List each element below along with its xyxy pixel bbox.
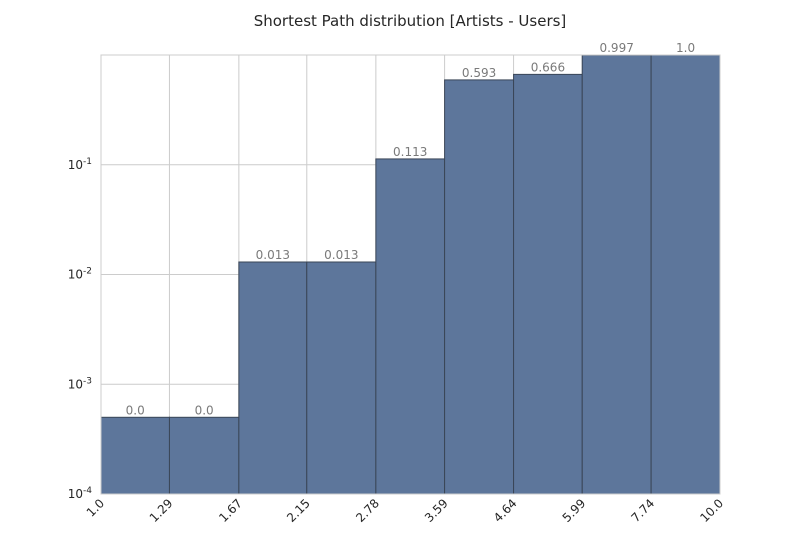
data-label-5: 0.593 xyxy=(462,66,496,80)
bars-group xyxy=(100,54,721,495)
bar-1 xyxy=(168,416,240,495)
data-label-1: 0.0 xyxy=(195,403,214,417)
plot-frame xyxy=(100,54,721,495)
y-tick-label-2: 10-3 xyxy=(68,376,92,391)
bar-8 xyxy=(650,54,721,495)
y-tick-label-0: 10-1 xyxy=(68,157,92,172)
y-tick-base-2: 10 xyxy=(68,377,83,391)
bar-5 xyxy=(444,79,515,495)
bar-6 xyxy=(513,73,583,495)
x-tick-label-3: 2.15 xyxy=(284,496,313,525)
x-tick-label-2: 1.67 xyxy=(216,496,245,525)
x-tick-label-8: 7.74 xyxy=(628,496,657,525)
data-label-4: 0.113 xyxy=(393,145,427,159)
bar-4 xyxy=(375,158,446,495)
chart-title: Shortest Path distribution [Artists - Us… xyxy=(254,12,567,30)
y-tick-exp-1: -2 xyxy=(83,267,92,277)
data-label-6: 0.666 xyxy=(531,60,565,74)
y-tick-base-3: 10 xyxy=(68,487,83,501)
data-label-8: 1.0 xyxy=(676,41,695,55)
x-tick-label-6: 4.64 xyxy=(491,496,520,525)
y-tick-label-3: 10-4 xyxy=(68,486,93,501)
y-tick-exp-3: -4 xyxy=(83,486,92,496)
data-label-7: 0.997 xyxy=(599,41,633,55)
bar-7 xyxy=(581,54,652,495)
y-axis-ticks: 10-110-210-310-4 xyxy=(68,157,93,501)
y-tick-base-0: 10 xyxy=(68,158,83,172)
data-label-2: 0.013 xyxy=(256,248,290,262)
data-label-0: 0.0 xyxy=(126,403,145,417)
bar-3 xyxy=(306,261,377,495)
x-tick-label-0: 1.0 xyxy=(84,496,107,519)
x-tick-label-7: 5.99 xyxy=(560,496,589,525)
x-tick-label-1: 1.29 xyxy=(147,496,176,525)
x-tick-label-5: 3.59 xyxy=(422,496,451,525)
data-labels-group: 0.0 0.0 0.013 0.013 0.113 0.593 0.666 0.997 1.0 xyxy=(126,41,695,417)
bar-2 xyxy=(238,261,308,495)
y-tick-label-1: 10-2 xyxy=(68,267,92,282)
x-axis-ticks: 1.0 1.29 1.67 2.15 2.78 3.59 4.64 5.99 7.74 10.0 xyxy=(84,496,726,525)
x-tick-label-4: 2.78 xyxy=(353,496,382,525)
y-tick-exp-0: -1 xyxy=(83,157,92,167)
data-label-3: 0.013 xyxy=(324,248,358,262)
x-tick-label-9: 10.0 xyxy=(697,496,726,525)
y-tick-exp-2: -3 xyxy=(83,376,92,386)
y-tick-base-1: 10 xyxy=(68,268,83,282)
bar-0 xyxy=(100,416,170,495)
